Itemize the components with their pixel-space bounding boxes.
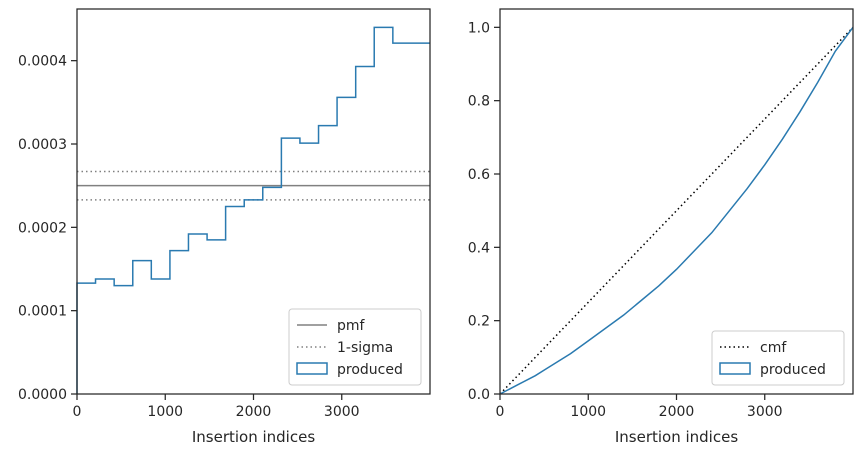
y-tick-label: 0.4 xyxy=(468,240,490,256)
y-tick-label: 0.0003 xyxy=(18,137,67,153)
y-tick-label: 0.0000 xyxy=(18,387,67,403)
series-produced-line xyxy=(499,26,854,395)
x-tick-label: 3000 xyxy=(747,404,783,420)
x-axis-label: Insertion indices xyxy=(615,428,738,446)
right-cumulative-chart: 0 1000 2000 3000 0.0 0.2 0.4 0.6 0.8 1.0 Insertion… xyxy=(468,8,854,446)
legend-box xyxy=(711,330,845,386)
legend-label-produced: produced xyxy=(760,362,826,378)
x-tick-label: 0 xyxy=(496,404,505,420)
x-tick-label: 3000 xyxy=(324,404,360,420)
left-histogram-chart: 0 1000 2000 3000 0.0000 0.0001 0.0002 0.0003 0.0… xyxy=(18,8,431,446)
y-tick-label: 0.0 xyxy=(468,387,490,403)
y-tick-label: 0.6 xyxy=(468,167,490,183)
legend-label-pmf: pmf xyxy=(337,318,366,334)
x-tick-label: 1000 xyxy=(570,404,606,420)
legend-box xyxy=(288,308,422,386)
legend-label-1-sigma: 1-sigma xyxy=(337,340,393,356)
legend-label-cmf: cmf xyxy=(760,340,787,356)
x-tick-label: 2000 xyxy=(659,404,695,420)
y-tick-label: 0.0004 xyxy=(18,54,67,70)
x-axis-label: Insertion indices xyxy=(192,428,315,446)
y-tick-label: 0.2 xyxy=(468,314,490,330)
legend-label-produced: produced xyxy=(337,362,403,378)
legend-handle-produced xyxy=(296,362,328,375)
x-tick-label: 0 xyxy=(73,404,82,420)
y-tick-label: 0.0001 xyxy=(18,304,67,320)
y-tick-label: 0.0002 xyxy=(18,220,67,236)
x-tick-label: 1000 xyxy=(147,404,183,420)
legend-handle-produced xyxy=(719,362,751,375)
series-produced-step xyxy=(76,26,430,394)
x-tick-label: 2000 xyxy=(236,404,272,420)
y-tick-label: 0.8 xyxy=(468,94,490,110)
series-cmf-line xyxy=(499,26,854,395)
y-tick-label: 1.0 xyxy=(468,20,490,36)
